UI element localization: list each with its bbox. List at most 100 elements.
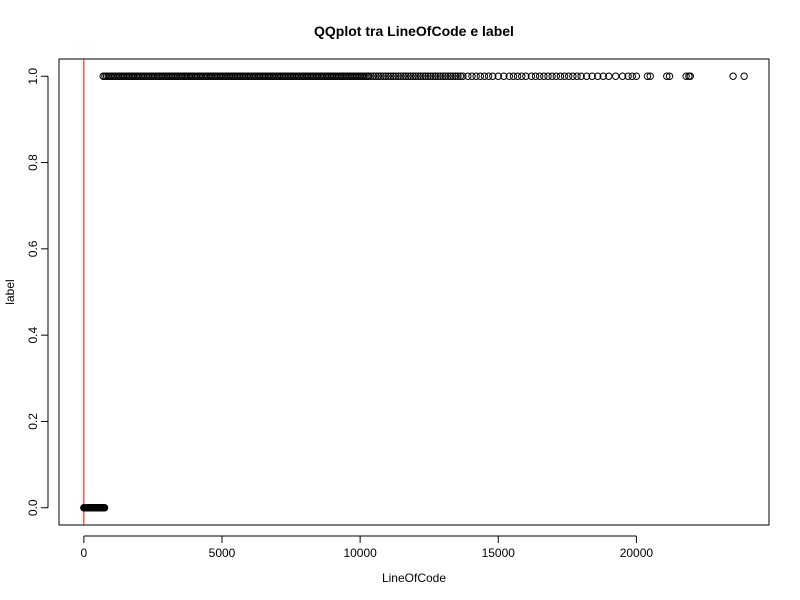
chart-title: QQplot tra LineOfCode e label (314, 23, 514, 39)
x-tick-label: 0 (81, 546, 88, 560)
data-point-label-1 (509, 72, 518, 80)
data-point-label-1 (441, 72, 450, 80)
data-point-label-1 (454, 72, 462, 80)
x-tick-label: 10000 (343, 546, 377, 560)
data-point-label-1 (419, 72, 427, 80)
data-point-label-1 (624, 72, 632, 80)
x-tick-label: 20000 (620, 546, 654, 560)
data-point-label-1 (489, 72, 497, 80)
plot-frame (58, 58, 770, 526)
data-point-label-1 (389, 72, 397, 80)
data-point-label-1 (540, 72, 548, 80)
y-tick-label: 0.4 (26, 326, 40, 343)
data-point-label-1 (364, 72, 373, 80)
data-point-label-1 (424, 72, 432, 80)
data-point-label-1 (729, 72, 737, 80)
data-point-label-1 (599, 72, 607, 80)
data-point-label-1 (605, 72, 613, 80)
points-group (80, 72, 748, 512)
data-point-label-1 (379, 72, 388, 80)
data-point-label-1 (399, 72, 407, 80)
data-point-label-1 (464, 72, 472, 80)
data-point-label-1 (416, 72, 425, 80)
x-axis-label: LineOfCode (382, 571, 446, 585)
data-point-label-1 (556, 72, 565, 80)
data-point-label-1 (527, 72, 536, 80)
x-tick-label: 5000 (209, 546, 236, 560)
data-point-label-1 (611, 72, 620, 80)
x-tick-label: 15000 (482, 546, 516, 560)
data-point-label-1 (446, 72, 455, 80)
data-point-label-1 (406, 72, 415, 80)
data-point-label-1 (522, 72, 530, 80)
data-point-label-1 (436, 72, 445, 80)
data-point-label-1 (459, 72, 467, 80)
data-point-label-1 (643, 72, 652, 80)
data-point-label-1 (421, 72, 430, 80)
data-point-label-1 (411, 72, 420, 80)
data-point-label-1 (439, 72, 447, 80)
y-tick-label: 1.0 (26, 68, 40, 85)
x-axis: 0 5000 10000 15000 20000 (81, 535, 654, 560)
data-point-label-1 (500, 72, 508, 80)
data-point-label-1 (394, 72, 402, 80)
data-point-label-1 (573, 72, 581, 80)
data-point-label-1 (387, 72, 395, 80)
data-point-label-1 (565, 72, 573, 80)
data-point-label-1 (451, 72, 460, 80)
data-point-label-1 (374, 72, 383, 80)
data-point-label-1 (384, 72, 393, 80)
data-point-label-1 (518, 72, 526, 80)
data-point-label-1 (588, 72, 596, 80)
data-point-label-1 (548, 72, 556, 80)
y-tick-label: 0.2 (26, 413, 40, 430)
data-point-label-1 (536, 72, 544, 80)
data-point-label-1 (429, 72, 437, 80)
data-point-label-1 (594, 72, 602, 80)
data-point-label-1 (544, 72, 552, 80)
data-point-label-1 (377, 72, 385, 80)
data-point-label-1 (577, 72, 585, 80)
data-point-label-1 (369, 72, 378, 80)
data-point-label-1 (372, 72, 380, 80)
data-point-label-1 (472, 72, 480, 80)
data-point-label-1 (426, 72, 435, 80)
data-point-label-1 (449, 72, 457, 80)
data-point-label-1 (392, 72, 400, 80)
data-point-label-1 (404, 72, 412, 80)
data-point-label-1 (494, 72, 502, 80)
data-point-label-1 (569, 72, 577, 80)
y-axis: 0.0 0.2 0.4 0.6 0.8 1.0 (26, 68, 49, 516)
data-point-label-1 (444, 72, 452, 80)
data-point-label-1 (397, 72, 405, 80)
y-axis-label: label (3, 279, 17, 304)
y-tick-label: 0.0 (26, 499, 40, 516)
data-point-label-1 (740, 72, 748, 80)
data-point-label-1 (402, 72, 410, 80)
data-point-label-1 (513, 72, 522, 80)
data-point-label-1 (582, 72, 591, 80)
data-point-label-1 (382, 72, 390, 80)
data-point-label-1 (434, 72, 442, 80)
data-point-label-1 (686, 72, 694, 80)
data-point-label-1 (505, 72, 514, 80)
data-point-label-1 (628, 72, 636, 80)
data-point-label-1 (468, 72, 476, 80)
data-point-label-1 (367, 72, 375, 80)
data-point-label-1 (431, 72, 440, 80)
plot-frame-group (58, 58, 770, 526)
data-point-label-1 (682, 72, 690, 80)
data-point-label-1 (476, 72, 485, 80)
data-point-label-1 (484, 72, 493, 80)
data-point-label-1 (456, 72, 465, 80)
y-tick-label: 0.8 (26, 154, 40, 171)
data-point-label-1 (552, 72, 560, 80)
data-point-label-1 (414, 72, 422, 80)
data-point-label-1 (531, 72, 540, 80)
data-point-label-1 (480, 72, 489, 80)
data-point-label-1 (409, 72, 417, 80)
data-point-label-1 (618, 72, 627, 80)
data-point-label-1 (665, 72, 674, 80)
data-point-label-1 (646, 72, 654, 80)
